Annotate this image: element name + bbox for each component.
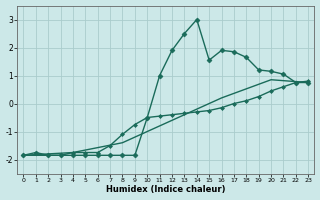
X-axis label: Humidex (Indice chaleur): Humidex (Indice chaleur) (106, 185, 226, 194)
